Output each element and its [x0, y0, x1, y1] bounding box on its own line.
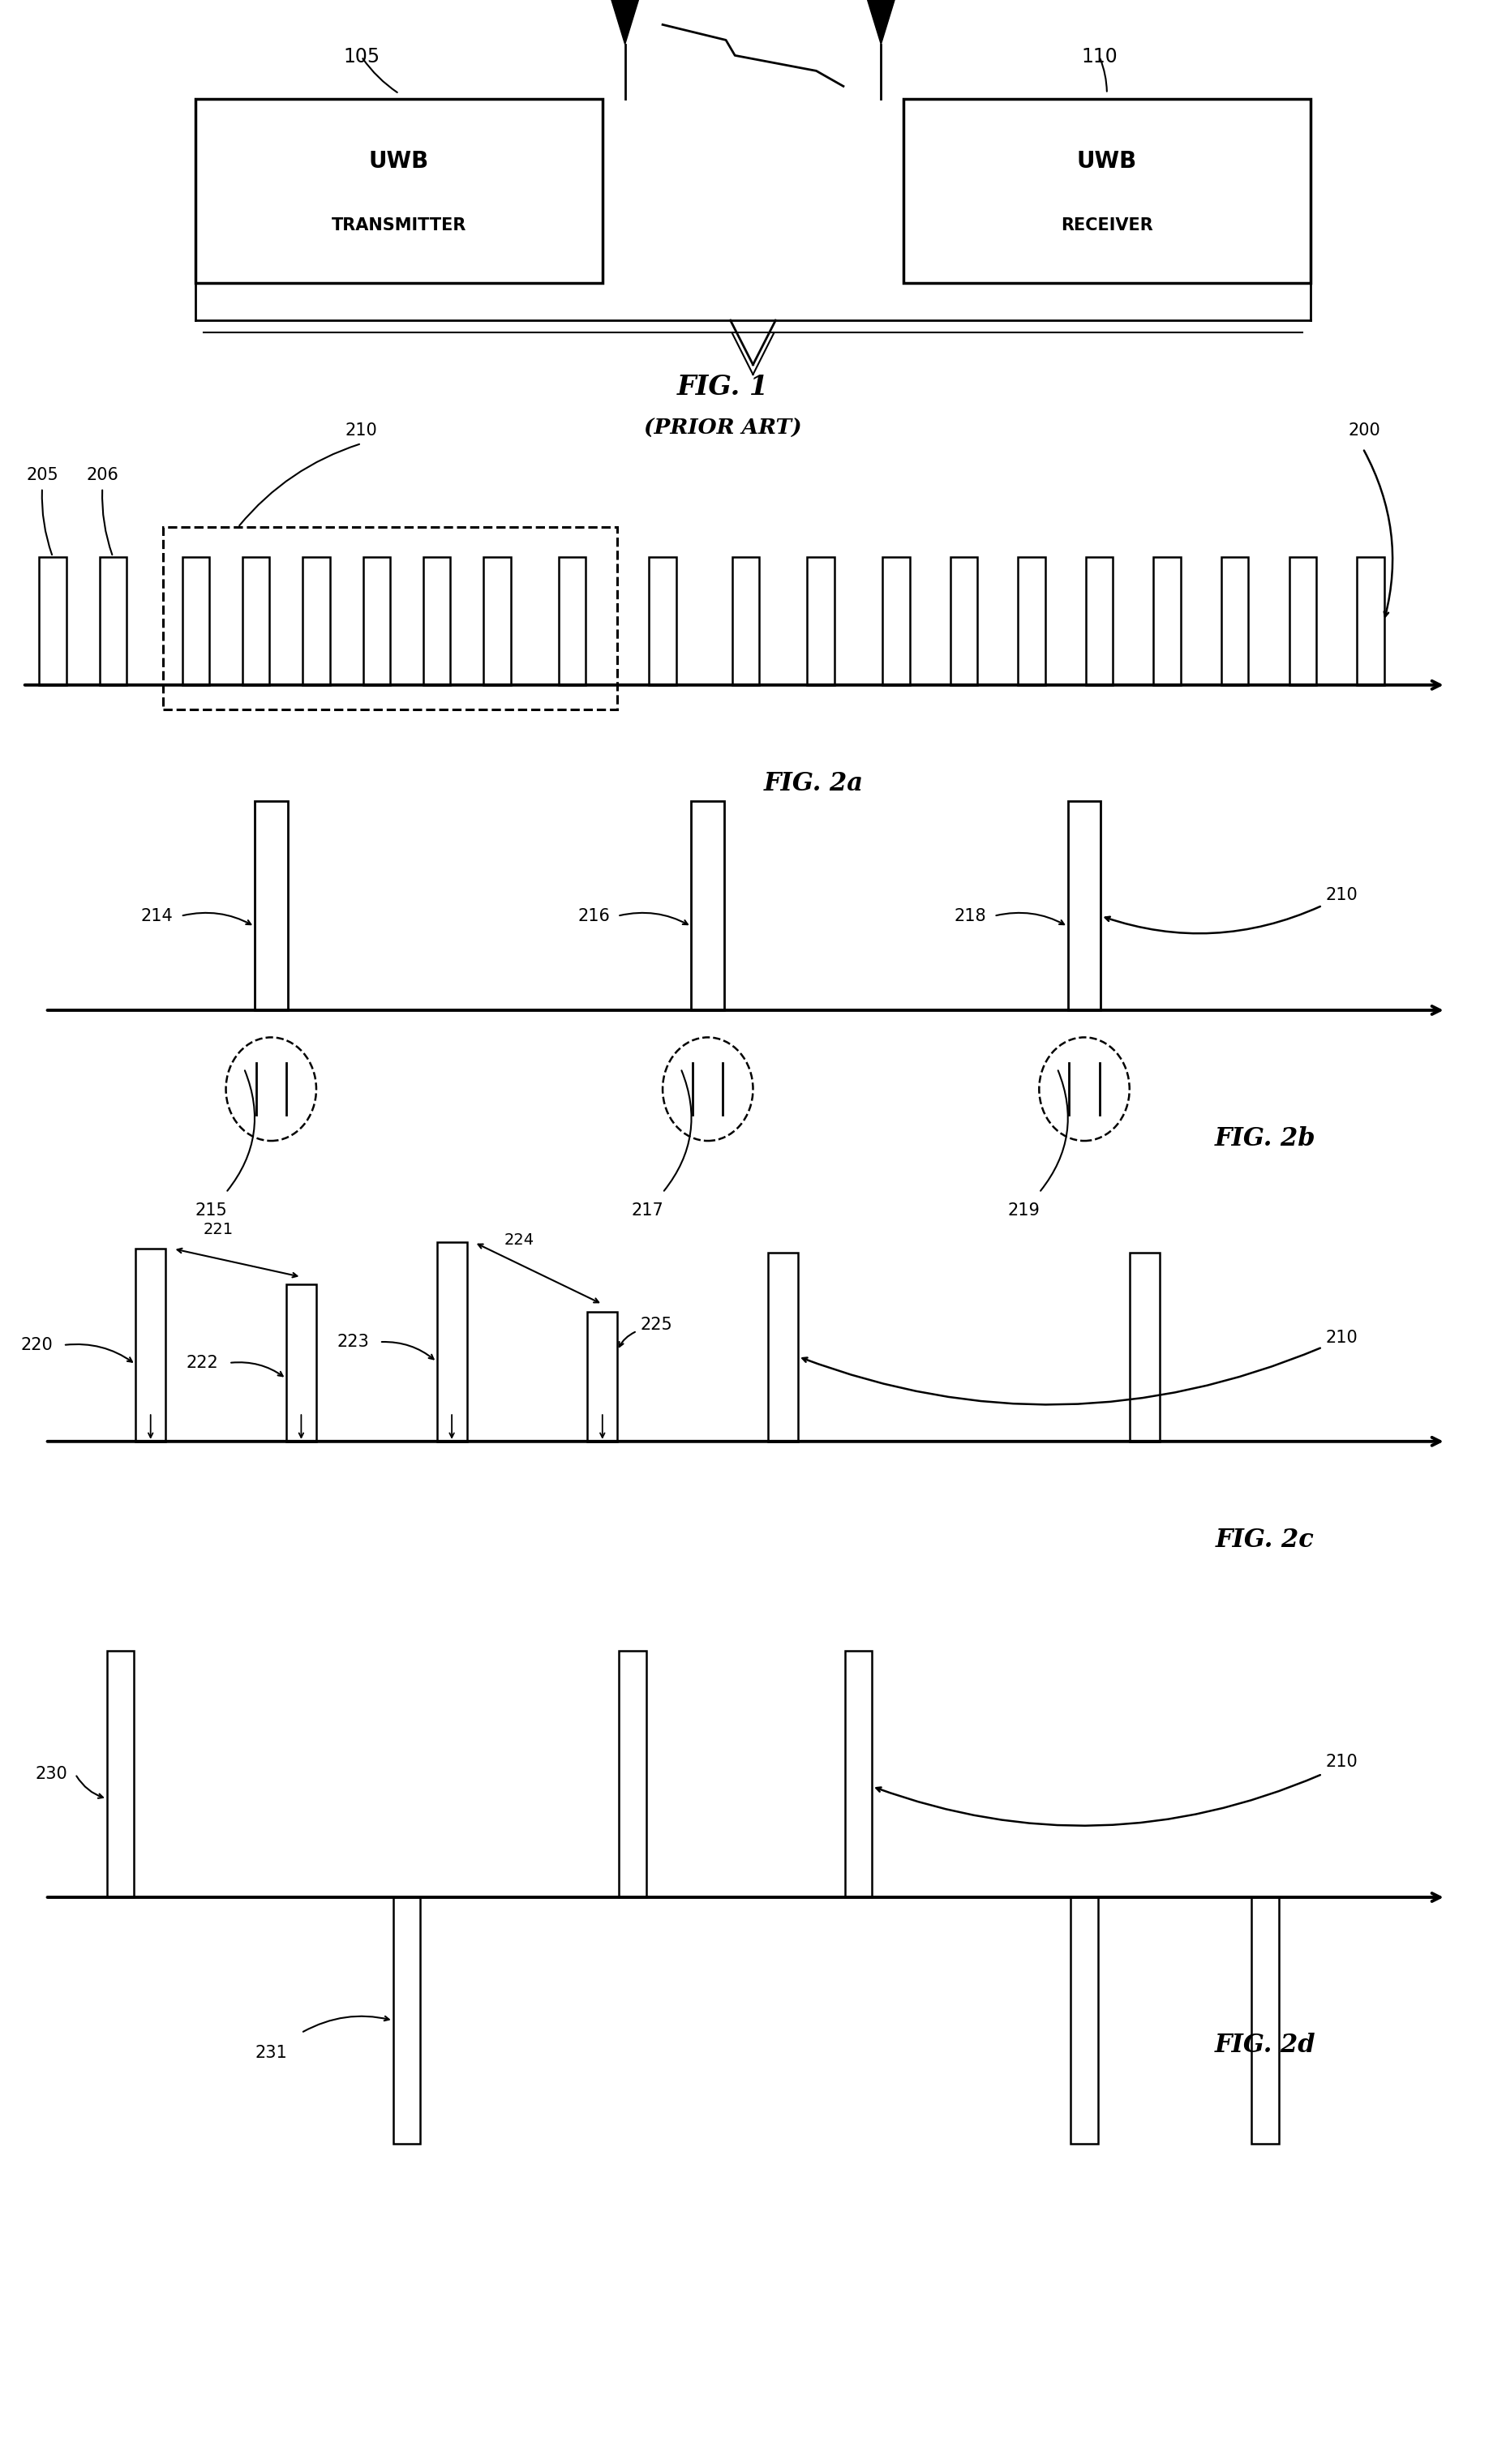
- Text: 214: 214: [142, 907, 173, 924]
- Bar: [363, 557, 390, 685]
- Bar: [1071, 1897, 1098, 2144]
- Bar: [182, 557, 209, 685]
- Bar: [1068, 801, 1101, 1010]
- Text: 105: 105: [343, 47, 380, 67]
- Bar: [950, 557, 977, 685]
- Text: 206: 206: [86, 466, 119, 483]
- Text: 231: 231: [255, 2045, 288, 2062]
- Bar: [1289, 557, 1316, 685]
- Bar: [255, 801, 288, 1010]
- Text: 210: 210: [1325, 1754, 1357, 1769]
- Bar: [196, 99, 602, 283]
- Text: FIG. 2d: FIG. 2d: [1214, 2033, 1316, 2057]
- Text: 221: 221: [203, 1222, 233, 1237]
- Bar: [393, 1897, 420, 2144]
- Text: 223: 223: [337, 1333, 369, 1350]
- Bar: [136, 1249, 166, 1441]
- Text: RECEIVER: RECEIVER: [1060, 217, 1154, 234]
- Text: (PRIOR ART): (PRIOR ART): [645, 419, 801, 439]
- Bar: [1018, 557, 1045, 685]
- Text: UWB: UWB: [1077, 150, 1137, 172]
- Text: 218: 218: [955, 907, 986, 924]
- Bar: [649, 557, 676, 685]
- Text: 110: 110: [1081, 47, 1117, 67]
- Text: TRANSMITTER: TRANSMITTER: [331, 217, 467, 234]
- Bar: [286, 1284, 316, 1441]
- Text: 222: 222: [187, 1355, 218, 1370]
- Text: 216: 216: [578, 907, 610, 924]
- Bar: [904, 99, 1310, 283]
- Bar: [1130, 1252, 1160, 1441]
- Bar: [619, 1651, 646, 1897]
- Bar: [483, 557, 511, 685]
- Bar: [559, 557, 586, 685]
- Bar: [1086, 557, 1113, 685]
- Text: 224: 224: [505, 1232, 535, 1247]
- Bar: [1357, 557, 1384, 685]
- Text: 220: 220: [21, 1338, 53, 1353]
- Text: 210: 210: [1325, 887, 1357, 904]
- Bar: [1251, 1897, 1279, 2144]
- Text: 230: 230: [36, 1767, 68, 1781]
- Bar: [303, 557, 330, 685]
- Bar: [587, 1311, 617, 1441]
- Text: 205: 205: [26, 466, 59, 483]
- Text: FIG. 1: FIG. 1: [678, 375, 768, 399]
- Text: 210: 210: [1325, 1331, 1357, 1345]
- Text: FIG. 2c: FIG. 2c: [1215, 1528, 1315, 1552]
- Bar: [807, 557, 834, 685]
- Bar: [768, 1252, 798, 1441]
- Polygon shape: [611, 0, 639, 44]
- Bar: [163, 527, 617, 710]
- Bar: [423, 557, 450, 685]
- Bar: [1154, 557, 1181, 685]
- Text: FIG. 2b: FIG. 2b: [1214, 1126, 1316, 1151]
- Bar: [732, 557, 759, 685]
- Bar: [99, 557, 127, 685]
- Text: 217: 217: [631, 1202, 664, 1220]
- Polygon shape: [867, 0, 895, 44]
- Ellipse shape: [1039, 1037, 1130, 1141]
- Bar: [107, 1651, 134, 1897]
- Text: 219: 219: [1008, 1202, 1041, 1220]
- Text: 215: 215: [194, 1202, 227, 1220]
- Bar: [691, 801, 724, 1010]
- Text: 210: 210: [345, 421, 378, 439]
- Text: FIG. 2a: FIG. 2a: [764, 771, 863, 796]
- Bar: [845, 1651, 872, 1897]
- Text: 225: 225: [640, 1316, 672, 1333]
- Bar: [242, 557, 270, 685]
- Bar: [1221, 557, 1248, 685]
- Ellipse shape: [226, 1037, 316, 1141]
- Ellipse shape: [663, 1037, 753, 1141]
- Text: 200: 200: [1348, 421, 1379, 439]
- Text: UWB: UWB: [369, 150, 429, 172]
- Bar: [437, 1242, 467, 1441]
- Bar: [883, 557, 910, 685]
- Bar: [39, 557, 66, 685]
